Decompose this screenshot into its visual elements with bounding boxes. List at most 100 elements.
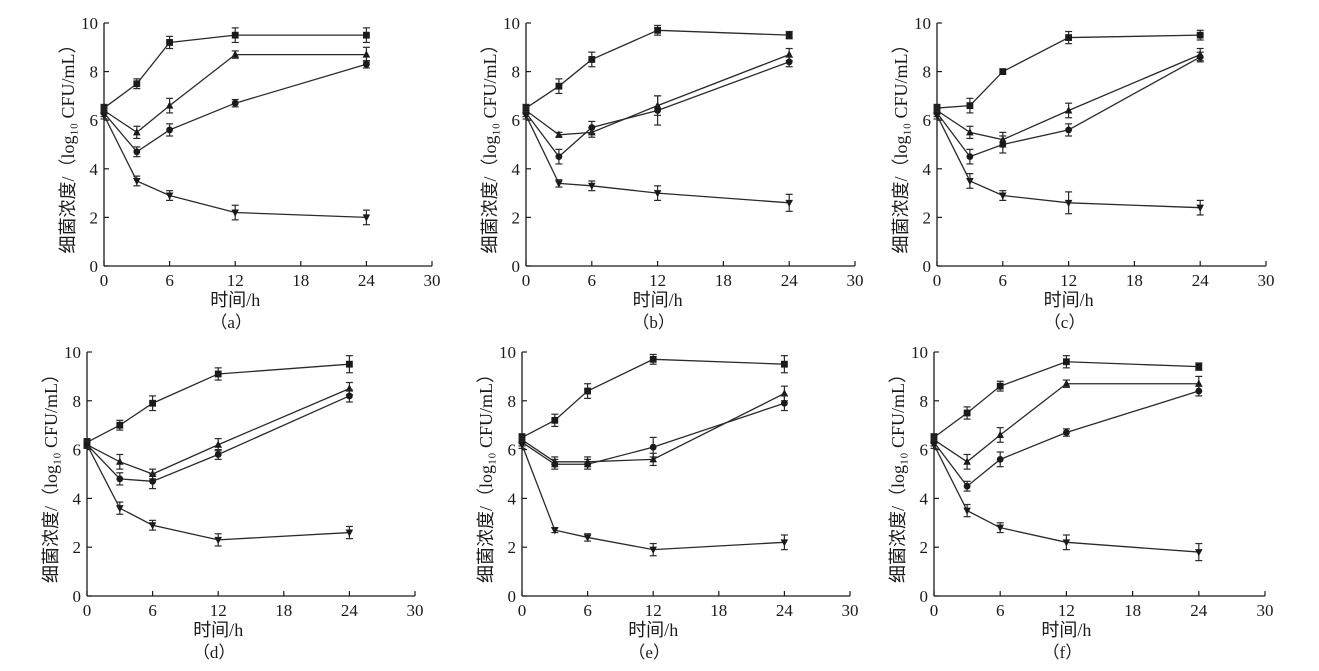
data-point — [231, 31, 239, 39]
x-tick-label: 30 — [1258, 271, 1275, 290]
data-point — [522, 112, 530, 120]
y-tick-label: 8 — [920, 392, 929, 411]
series-line — [933, 361, 1199, 438]
data-point — [1064, 106, 1073, 114]
x-tick-label: 18 — [715, 271, 732, 290]
data-point — [214, 370, 222, 378]
data-point — [999, 68, 1007, 75]
data-point — [346, 392, 353, 400]
series-line — [86, 388, 350, 475]
data-point — [781, 399, 788, 407]
x-tick-label: 6 — [583, 601, 592, 620]
series-line — [933, 390, 1199, 488]
y-axis-title: 细菌浓度/（log₁₀ CFU/mL） — [891, 35, 911, 253]
x-tick-label: 18 — [1126, 271, 1143, 290]
data-point — [584, 460, 591, 468]
y-tick-label: 0 — [512, 257, 521, 276]
series-square — [933, 29, 1204, 114]
series-line — [103, 34, 367, 109]
data-point — [1195, 549, 1203, 557]
data-point — [1195, 387, 1203, 395]
data-point — [966, 128, 974, 136]
x-tick-label: 6 — [999, 271, 1008, 290]
data-point — [116, 505, 124, 513]
x-tick-label: 24 — [781, 271, 799, 290]
data-point — [83, 441, 91, 449]
x-tick-label: 12 — [210, 601, 227, 620]
data-point — [996, 524, 1004, 532]
series-square — [83, 355, 353, 447]
data-point — [362, 50, 371, 58]
x-tick-label: 30 — [1257, 601, 1274, 620]
series-line — [103, 53, 367, 134]
x-tick-label: 12 — [649, 271, 666, 290]
panel-label: （c） — [1044, 313, 1086, 332]
data-point — [345, 529, 354, 537]
x-axis-title: 时间/h — [193, 620, 243, 640]
x-tick-label: 24 — [341, 601, 359, 620]
y-tick-label: 2 — [923, 208, 932, 227]
data-point — [214, 536, 222, 545]
y-tick-label: 8 — [512, 63, 521, 82]
x-tick-label: 0 — [522, 271, 531, 290]
data-point — [999, 141, 1007, 148]
data-point — [362, 214, 371, 222]
series-line — [103, 115, 367, 219]
series-diamond — [83, 440, 354, 547]
panel-label: （a） — [210, 313, 252, 332]
x-tick-label: 30 — [847, 271, 864, 290]
series-diamond — [522, 111, 793, 212]
data-point — [214, 451, 222, 458]
x-axis-title: 时间/h — [628, 620, 678, 640]
data-point — [363, 60, 370, 68]
x-tick-label: 30 — [424, 271, 441, 290]
y-tick-label: 4 — [512, 160, 521, 179]
data-point — [149, 399, 156, 407]
x-tick-label: 6 — [996, 601, 1005, 620]
data-point — [963, 507, 971, 515]
y-axis-title: 细菌浓度/（log₁₀ CFU/mL） — [58, 35, 78, 253]
data-point — [996, 382, 1004, 390]
data-point — [996, 455, 1004, 463]
data-point — [966, 153, 974, 161]
data-point — [785, 50, 793, 58]
x-tick-label: 18 — [275, 601, 292, 620]
data-point — [165, 192, 174, 200]
data-point — [1196, 31, 1204, 39]
x-tick-label: 18 — [292, 271, 309, 290]
data-point — [1065, 126, 1072, 134]
y-tick-label: 4 — [90, 160, 99, 179]
series-circle — [930, 385, 1203, 492]
y-tick-label: 8 — [90, 63, 99, 82]
data-point — [551, 527, 559, 535]
y-tick-label: 8 — [923, 63, 932, 82]
y-tick-label: 4 — [923, 160, 932, 179]
x-axis-title: 时间/h — [210, 290, 260, 310]
panel-label: （d） — [193, 643, 236, 662]
series-diamond — [100, 111, 371, 226]
data-point — [583, 534, 592, 542]
data-point — [1195, 363, 1203, 371]
data-point — [363, 31, 370, 39]
data-point — [148, 522, 157, 530]
data-point — [966, 102, 974, 110]
y-tick-label: 0 — [920, 587, 929, 606]
y-tick-label: 6 — [508, 441, 517, 460]
y-tick-label: 0 — [73, 587, 82, 606]
series-circle — [518, 395, 788, 470]
x-tick-label: 12 — [227, 271, 244, 290]
data-point — [780, 539, 789, 547]
data-point — [555, 153, 563, 161]
panel-label: （b） — [632, 313, 675, 332]
data-point — [166, 126, 174, 134]
data-point — [1196, 204, 1204, 212]
data-point — [116, 421, 124, 429]
data-point — [214, 440, 222, 448]
x-axis-title: 时间/h — [633, 290, 683, 310]
data-point — [231, 99, 239, 107]
y-tick-label: 10 — [64, 343, 81, 362]
y-tick-label: 2 — [512, 208, 521, 227]
y-tick-label: 2 — [508, 538, 517, 557]
